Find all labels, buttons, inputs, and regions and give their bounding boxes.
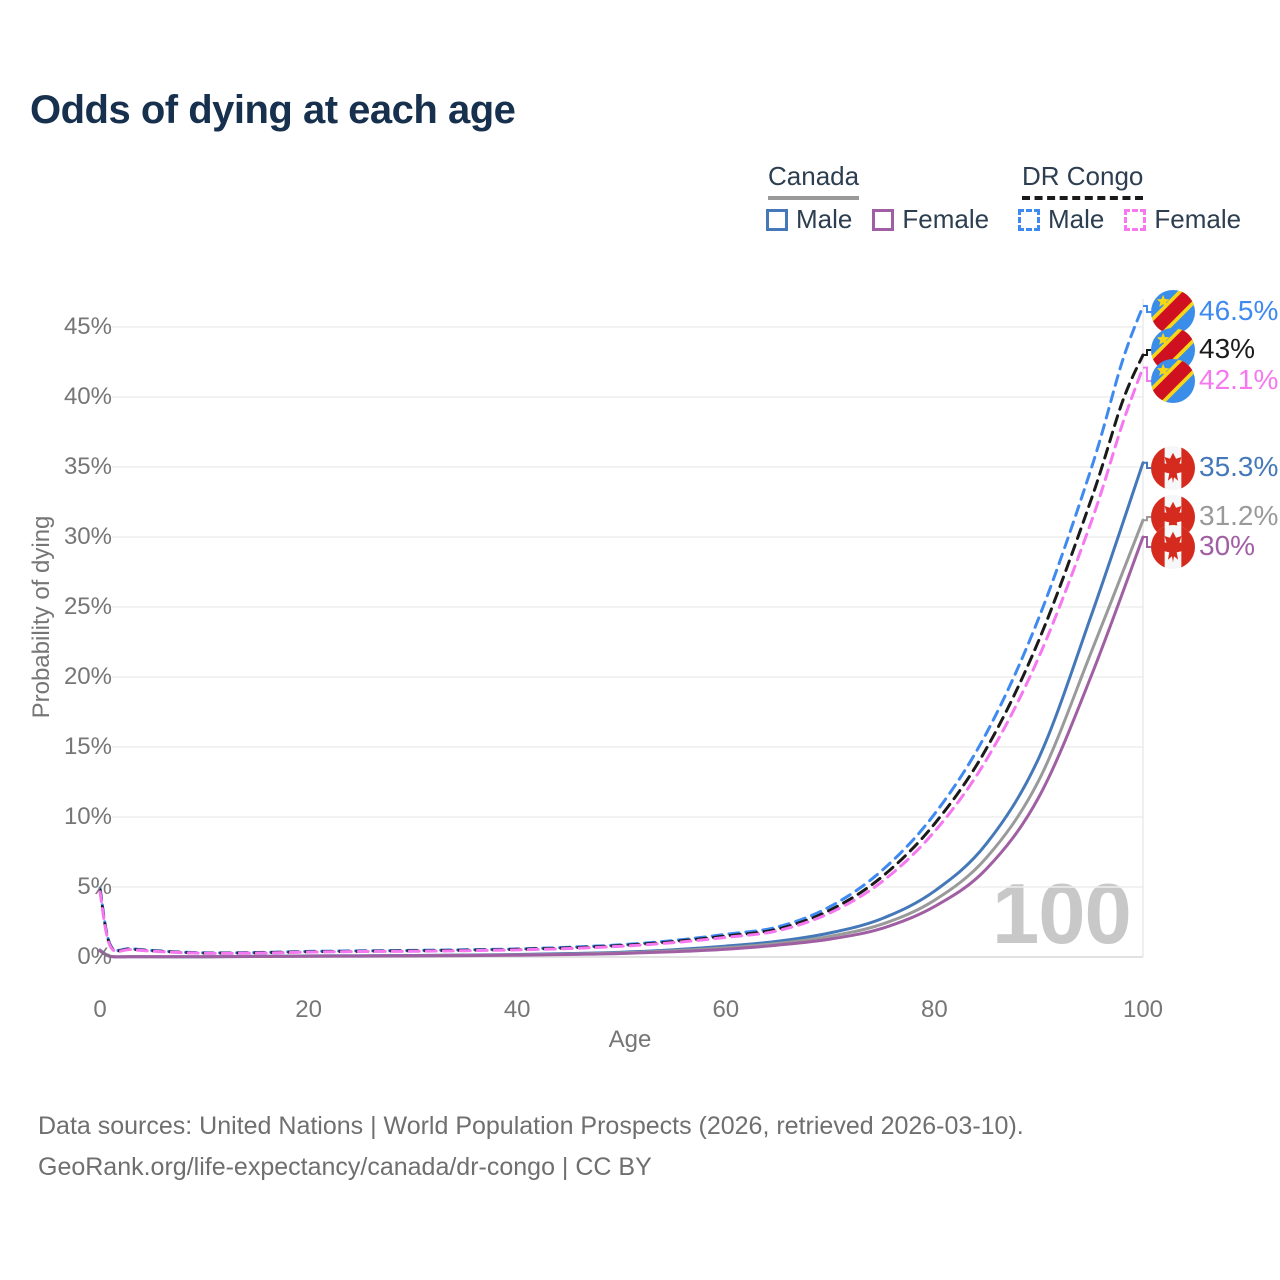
footer-url: GeoRank.org/life-expectancy/canada/dr-co… — [38, 1152, 652, 1181]
legend-item-label: Male — [1048, 204, 1105, 234]
maple-leaf-shape — [1159, 531, 1187, 563]
legend-item-label: Female — [1154, 204, 1242, 234]
legend-item-dr-congo-male[interactable]: Male — [1018, 204, 1104, 235]
maple-leaf-shape — [1159, 501, 1187, 533]
dr-congo-flag-icon — [1151, 290, 1195, 334]
canada-male-swatch — [766, 208, 788, 231]
x-axis-title: Age — [608, 1026, 652, 1053]
x-tick-label: 20 — [295, 996, 322, 1023]
age-counter-watermark: 100 — [992, 867, 1132, 962]
line-dr-congo-both — [98, 353, 1145, 955]
page-title: Odds of dying at each age — [30, 88, 516, 132]
legend-canada-heading: Canada — [768, 161, 860, 200]
end-value-label-canada-male: 35.3% — [1199, 451, 1279, 482]
legend-dr-congo-items: Male Female — [1018, 204, 1241, 235]
canada-flag-icon — [1151, 525, 1195, 569]
y-tick-label: 25% — [63, 593, 112, 620]
x-tick-label: 80 — [921, 996, 948, 1023]
x-tick-label: 40 — [503, 996, 531, 1023]
maple-leaf-shape — [1159, 452, 1187, 484]
gridlines — [112, 299, 1144, 958]
y-tick-label: 0% — [77, 943, 112, 970]
y-tick-label: 35% — [63, 453, 112, 480]
legend-item-label: Male — [796, 204, 853, 234]
dr-congo-male-swatch — [1018, 208, 1040, 231]
legend-dr-congo-heading: DR Congo — [1022, 161, 1144, 200]
legend-item-dr-congo-female[interactable]: Female — [1124, 204, 1241, 235]
legend-item-canada-female[interactable]: Female — [872, 204, 989, 235]
end-label-connector — [1143, 461, 1151, 469]
x-tick-label: 60 — [712, 996, 740, 1023]
end-label-connector — [1143, 366, 1151, 382]
star-shape — [1156, 294, 1170, 307]
legend-canada-items: Male Female — [766, 204, 989, 235]
y-tick-label: 30% — [63, 523, 112, 550]
line-dr-congo-female — [98, 366, 1145, 955]
y-tick-label: 45% — [63, 313, 112, 340]
y-tick-label: 40% — [63, 383, 112, 410]
dr-congo-female-swatch — [1124, 208, 1147, 231]
footer-attribution: Data sources: United Nations | World Pop… — [38, 1106, 1024, 1187]
end-label-connector — [1143, 305, 1151, 313]
line-canada-both — [98, 518, 1145, 959]
end-label-connector — [1143, 516, 1151, 522]
end-value-label-dr-congo-male: 46.5% — [1199, 295, 1279, 326]
end-label-connector — [1143, 349, 1151, 356]
end-value-label-canada-female: 30% — [1199, 530, 1256, 561]
footer-data-sources: Data sources: United Nations | World Pop… — [38, 1112, 1024, 1140]
star-shape — [1156, 363, 1170, 376]
y-tick-label: 10% — [63, 803, 112, 830]
canada-flag-icon — [1151, 446, 1195, 490]
star-shape — [1156, 332, 1170, 345]
canada-female-swatch — [872, 208, 895, 231]
x-tick-label: 0 — [93, 996, 107, 1023]
legend-group-dr-congo: DR Congo — [1022, 161, 1144, 200]
y-tick-label: 20% — [63, 663, 112, 690]
y-tick-label: 15% — [63, 733, 112, 760]
end-value-label-dr-congo-female: 42.1% — [1199, 364, 1279, 395]
x-tick-label: 100 — [1122, 996, 1164, 1023]
legend-group-canada: Canada — [768, 161, 860, 200]
line-canada-female — [98, 535, 1145, 959]
y-tick-label: 5% — [77, 873, 112, 900]
legend-item-label: Female — [902, 204, 990, 234]
legend-item-canada-male[interactable]: Male — [766, 204, 852, 235]
end-value-label-dr-congo-both: 43% — [1199, 333, 1256, 364]
end-label-connector — [1143, 536, 1151, 548]
end-value-label-canada-both: 31.2% — [1199, 500, 1279, 531]
